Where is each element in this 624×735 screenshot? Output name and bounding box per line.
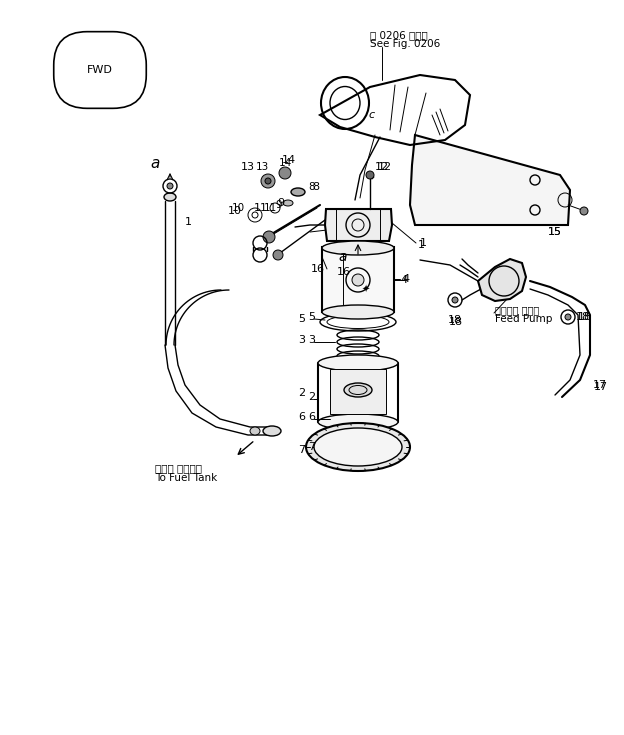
Text: 4: 4 [400,275,407,285]
Text: 3: 3 [298,335,305,345]
Text: 2: 2 [298,388,305,398]
Ellipse shape [250,427,260,435]
Text: 7: 7 [308,442,315,452]
Text: 10: 10 [232,203,245,213]
Text: 12: 12 [375,162,389,172]
Polygon shape [478,259,526,301]
Text: 16: 16 [311,264,325,274]
Ellipse shape [306,423,410,471]
Ellipse shape [344,383,372,397]
Text: 第 0206 図参照: 第 0206 図参照 [370,30,427,40]
Text: 11: 11 [264,203,277,213]
Circle shape [279,167,291,179]
Text: 18: 18 [449,317,463,327]
Circle shape [580,207,588,215]
Text: 10: 10 [228,206,242,216]
Text: 11: 11 [254,203,268,213]
Ellipse shape [164,193,176,201]
Text: フェル タンクへ: フェル タンクへ [155,463,202,473]
Text: 9: 9 [275,200,282,210]
Text: 12: 12 [378,162,392,172]
Text: ✦: ✦ [362,285,370,295]
Ellipse shape [322,305,394,319]
Ellipse shape [291,188,305,196]
Text: 14: 14 [282,155,296,165]
Bar [330,369,386,414]
Text: 7: 7 [298,445,305,455]
Text: 15: 15 [548,227,562,237]
Text: 6: 6 [298,412,305,422]
Text: 9: 9 [277,198,284,208]
Polygon shape [325,209,392,241]
Circle shape [366,171,374,179]
Circle shape [261,174,275,188]
Text: 8: 8 [308,182,314,192]
Text: See Fig. 0206: See Fig. 0206 [370,39,441,49]
Text: 17: 17 [594,382,608,392]
Text: 8: 8 [312,182,319,192]
Text: 4: 4 [402,274,409,284]
Circle shape [273,250,283,260]
Text: Feed Pump: Feed Pump [495,314,552,324]
Text: 1: 1 [418,240,425,250]
Text: 18: 18 [578,312,592,322]
Text: 15: 15 [548,227,562,237]
Text: 6: 6 [308,412,315,422]
Ellipse shape [263,426,281,436]
Ellipse shape [283,200,293,206]
Text: 1: 1 [185,217,192,227]
Text: 18: 18 [576,312,590,322]
Polygon shape [410,135,570,225]
Text: c: c [369,110,375,120]
Ellipse shape [318,414,398,430]
Text: 2: 2 [308,392,315,402]
Ellipse shape [322,241,394,255]
Text: 14: 14 [279,158,292,168]
Circle shape [265,178,271,184]
Text: 3: 3 [308,335,315,345]
Ellipse shape [314,428,402,466]
Circle shape [565,314,571,320]
Text: a: a [339,250,347,264]
Text: 16: 16 [337,267,351,277]
Text: 5: 5 [298,314,305,324]
Text: FWD: FWD [87,65,113,75]
Text: 5: 5 [308,312,315,322]
Text: 18: 18 [448,315,462,325]
Text: 13: 13 [256,162,269,172]
Text: 1: 1 [420,238,427,248]
Bar [322,247,394,312]
Text: フィード ポンプ: フィード ポンプ [495,305,539,315]
Circle shape [263,231,275,243]
Text: 17: 17 [593,380,607,390]
Text: a: a [150,156,160,171]
Text: To Fuel Tank: To Fuel Tank [155,473,217,483]
Ellipse shape [318,355,398,371]
Circle shape [167,183,173,189]
Circle shape [452,297,458,303]
Circle shape [352,274,364,286]
Text: 13: 13 [241,162,255,172]
